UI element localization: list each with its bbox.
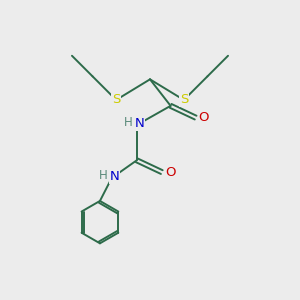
Text: S: S (180, 93, 188, 106)
Text: H: H (99, 169, 108, 182)
Text: S: S (112, 93, 120, 106)
Text: O: O (165, 166, 175, 178)
Text: N: N (110, 170, 119, 183)
Text: N: N (135, 117, 145, 130)
Text: H: H (124, 116, 132, 129)
Text: O: O (199, 111, 209, 124)
